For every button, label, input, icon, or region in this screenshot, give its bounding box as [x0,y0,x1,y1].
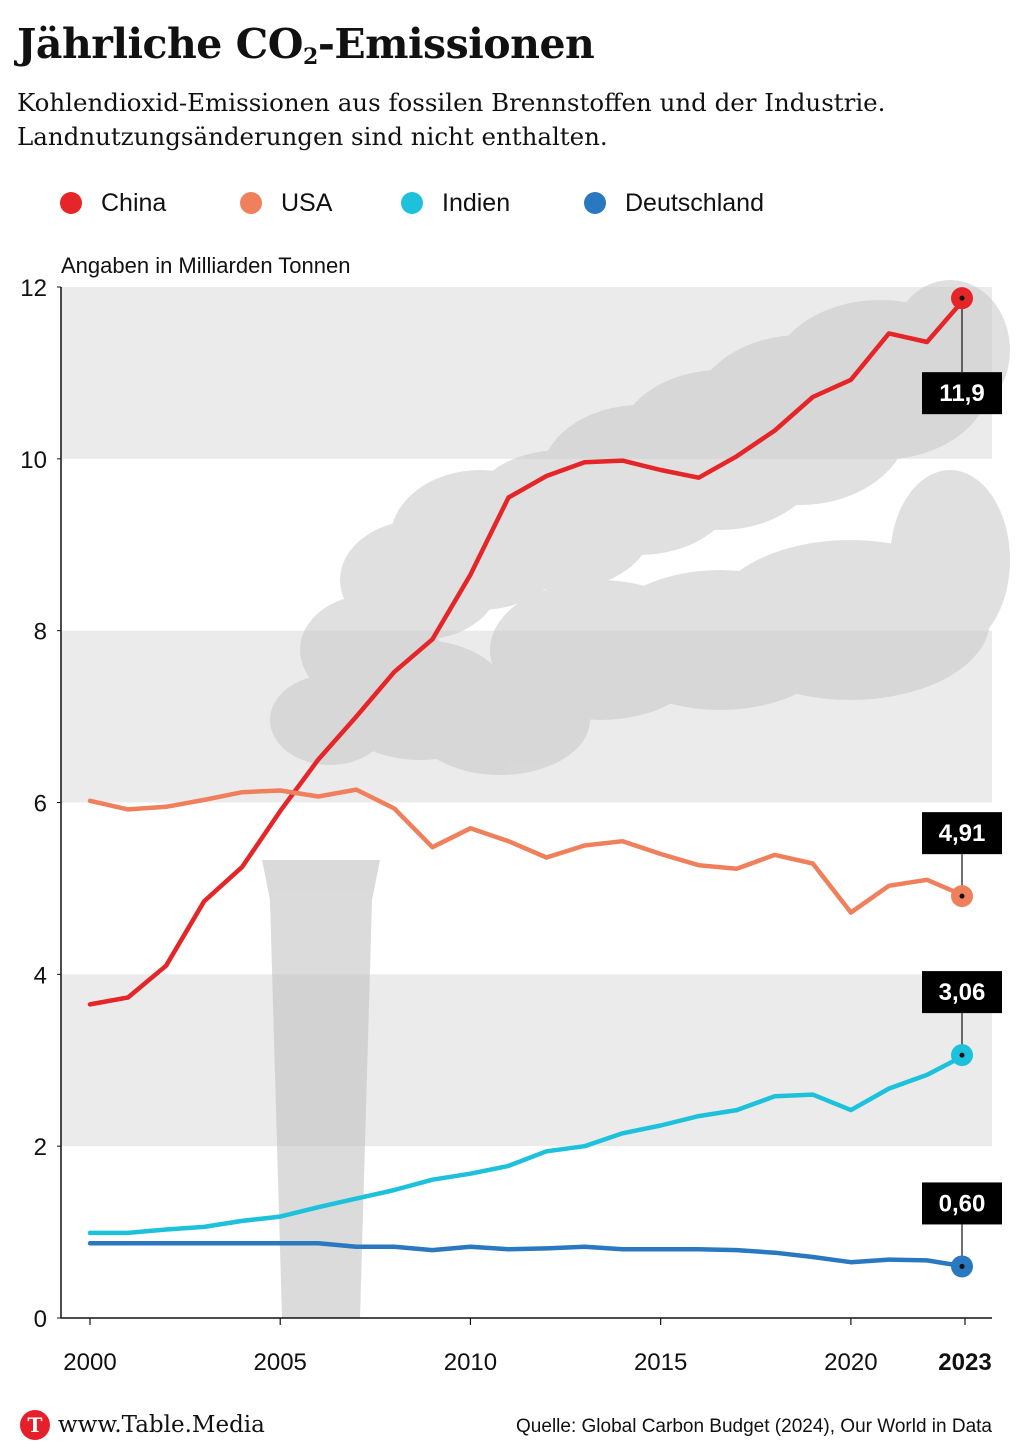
end-label-value-indien: 3,06 [939,979,986,1006]
subtitle-line-1: Kohlendioxid-Emissionen aus fossilen Bre… [17,88,886,117]
x-tick-label: 2005 [254,1349,307,1376]
chimney-shape [262,860,380,1318]
legend-item-deutschland: Deutschland [584,186,764,220]
smoke-cloud [410,665,590,775]
logo-mark-icon: T [20,1410,50,1440]
y-tick-label: 8 [34,619,47,646]
y-tick-label: 0 [34,1306,47,1333]
end-label-value-china: 11,9 [939,380,984,407]
end-label-box-indien [922,971,1002,1014]
title-subscript: 2 [303,44,318,70]
end-label-value-usa: 4,91 [939,820,986,847]
subtitle-line-2: Landnutzungsänderungen sind nicht enthal… [17,122,608,151]
series-line-indien [87,1052,968,1236]
y-tick-label: 10 [20,447,47,474]
line-chart: 0 2 4 6 8 10 12 Angaben in Milliarden Tonnen 200… [20,253,1010,1376]
legend-item-usa: USA [240,186,332,220]
end-label-box-usa [922,812,1002,855]
legend-dot-deutschland [584,192,606,214]
y-tick-label: 4 [34,962,47,989]
y-axis-label: Angaben in Milliarden Tonnen [61,253,350,278]
title-rest: -Emissionen [317,20,595,68]
smoke-cloud [890,470,1010,650]
legend-item-indien: Indien [401,186,510,220]
grid-band [61,974,992,1147]
y-tick-label: 2 [34,1134,47,1161]
chart-title: Jährliche CO2-Emissionen [17,20,595,70]
table-media-logo: T www.Table.Media [20,1410,265,1440]
legend-dot-indien [401,192,423,214]
x-tick-label: 2020 [824,1349,877,1376]
end-marker-dot [959,1263,965,1269]
series-line-usa [87,787,968,915]
end-marker-dot [959,1052,965,1058]
legend-label-china: China [101,188,167,217]
legend-label-deutschland: Deutschland [625,188,764,217]
smokestack-illustration [262,280,1010,1318]
series-line-china [87,295,968,1007]
end-label-value-deutschland: 0,60 [939,1190,986,1217]
y-tick-label: 6 [34,791,47,818]
x-tick-label: 2000 [63,1349,116,1376]
legend-dot-china [60,192,82,214]
source-note: Quelle: Global Carbon Budget (2024), Our… [516,1416,992,1437]
chart-subtitle: Kohlendioxid-Emissionen aus fossilen Bre… [17,86,1007,154]
legend-dot-usa [240,192,262,214]
y-tick-label: 12 [20,275,47,302]
end-marker-dot [959,295,965,301]
end-label-box-china [922,372,1002,415]
series-line-deutschland [87,1241,968,1269]
title-main: Jährliche CO [17,20,304,68]
x-tick-label: 2023 [938,1349,991,1376]
x-tick-label: 2010 [444,1349,497,1376]
end-label-box-deutschland [922,1182,1002,1225]
legend-label-indien: Indien [442,188,511,217]
logo-text: www.Table.Media [58,1412,265,1438]
x-tick-label: 2015 [634,1349,687,1376]
end-marker-dot [959,893,965,899]
legend-label-usa: USA [281,188,333,217]
legend-item-china: China [60,186,166,220]
